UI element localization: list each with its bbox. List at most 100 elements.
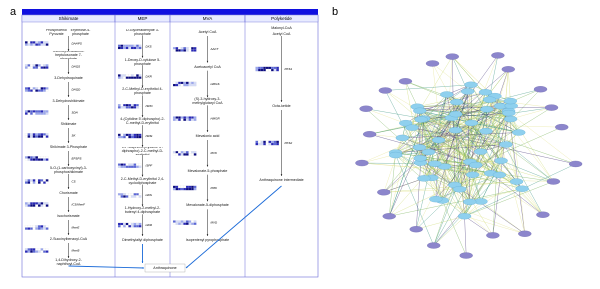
edge [383,91,468,193]
enzyme-label: MenB [72,248,80,252]
edge [416,92,486,230]
heatmap-cell [30,156,33,159]
compound: 3-Dehydroquinate [54,76,83,80]
heatmap-cell [30,181,33,184]
heatmap-cell [37,133,41,136]
heatmap-cell [125,163,129,166]
node [568,160,583,168]
heatmap-cell [193,153,197,156]
enzyme-label: SK [72,133,77,137]
heatmap-cell [32,248,36,251]
edge [508,69,511,102]
enzyme-label: CS [72,179,76,183]
heatmap-cell [191,118,194,121]
arrow-head [142,267,144,269]
heatmap-cell [32,135,36,138]
node [413,107,427,114]
heatmap-cell [37,179,41,182]
heatmap-cell [188,187,192,191]
heatmap-cell [43,41,46,44]
edge [455,130,465,217]
heatmap-cell [30,66,33,69]
heatmap-cell [138,46,142,50]
heatmap-cell [180,49,184,52]
heatmap-cell [45,112,49,115]
heatmap-cell [120,163,124,166]
heatmap-cell [178,220,181,223]
heatmap-cell [43,250,46,253]
heatmap-cell [37,181,41,184]
heatmap-cell [45,64,49,67]
heatmap-cell [271,68,274,72]
heatmap-cell [45,202,49,205]
heatmap-cell [117,135,121,139]
heatmap-cell [260,68,264,72]
heatmap-cell [130,135,134,139]
heatmap-cell [128,222,132,226]
heatmap-cell [136,133,139,137]
heatmap-cell [183,220,187,223]
heatmap-cell [40,202,44,205]
edge [416,216,465,230]
compound: Mevalonate-5-phosphate [187,168,228,173]
heatmap-cell [130,225,134,228]
edge [423,118,471,162]
heatmap-cell [27,202,31,205]
heatmap-cell [185,185,189,189]
heatmap-cell [32,89,36,92]
heatmap-cell [120,195,124,198]
node [492,171,507,179]
heatmap-cell [40,227,44,230]
heatmap-cell [255,140,259,144]
heatmap-cell [123,222,126,226]
compound: Dimethylallyl diphosphate [122,238,163,242]
edge [402,137,476,166]
heatmap-cell [175,49,179,52]
heatmap-cell [175,118,179,121]
node [445,53,459,60]
heatmap-cell [183,185,187,189]
heatmap-cell [133,222,137,226]
node [473,148,488,155]
heatmap-cell [255,142,259,146]
heatmap-cell [43,158,46,161]
edge [452,56,509,112]
edge [464,181,554,217]
heatmap-cell [35,156,39,159]
compound-box: 2-C-Methyl-D-erythritol 4-phosphate [122,87,163,96]
heatmap-cell [120,133,124,137]
edge [419,110,456,131]
node [449,110,463,118]
heatmap-cell [130,165,134,168]
node [494,157,508,164]
compound: 2-C-Methyl-D-erythritol 4-phosphate [122,87,163,96]
heatmap-cell [130,222,134,226]
heatmap-cell [178,187,181,191]
heatmap-cell [130,76,134,79]
heatmap-cell [175,83,179,87]
edge [420,119,460,190]
column-title: MEP [138,16,148,21]
heatmap-cell [27,158,31,161]
heatmap-cell [180,220,184,223]
heatmap-cell [172,83,176,87]
heatmap-cell [35,158,39,161]
heatmap-cell [178,118,181,121]
node [429,195,443,203]
compound: 3-Dehydroshikimate [52,99,85,103]
compound-box: 2-C-Methyl-D-erythritol 2,4-cyclodiphosp… [121,177,165,185]
edge [420,112,509,159]
heatmap-cell [125,225,129,228]
heatmap-cell [117,46,121,50]
compound-box: Shikimate [61,122,77,126]
edge [411,127,473,175]
heatmap-cell [130,163,134,166]
heatmap-cell [24,133,28,136]
heatmap-cell [276,66,279,70]
node [405,124,419,131]
heatmap-cell [125,74,129,77]
heatmap-cell [273,68,277,72]
heatmap-cell [276,140,279,144]
heatmap-cell [133,104,137,107]
